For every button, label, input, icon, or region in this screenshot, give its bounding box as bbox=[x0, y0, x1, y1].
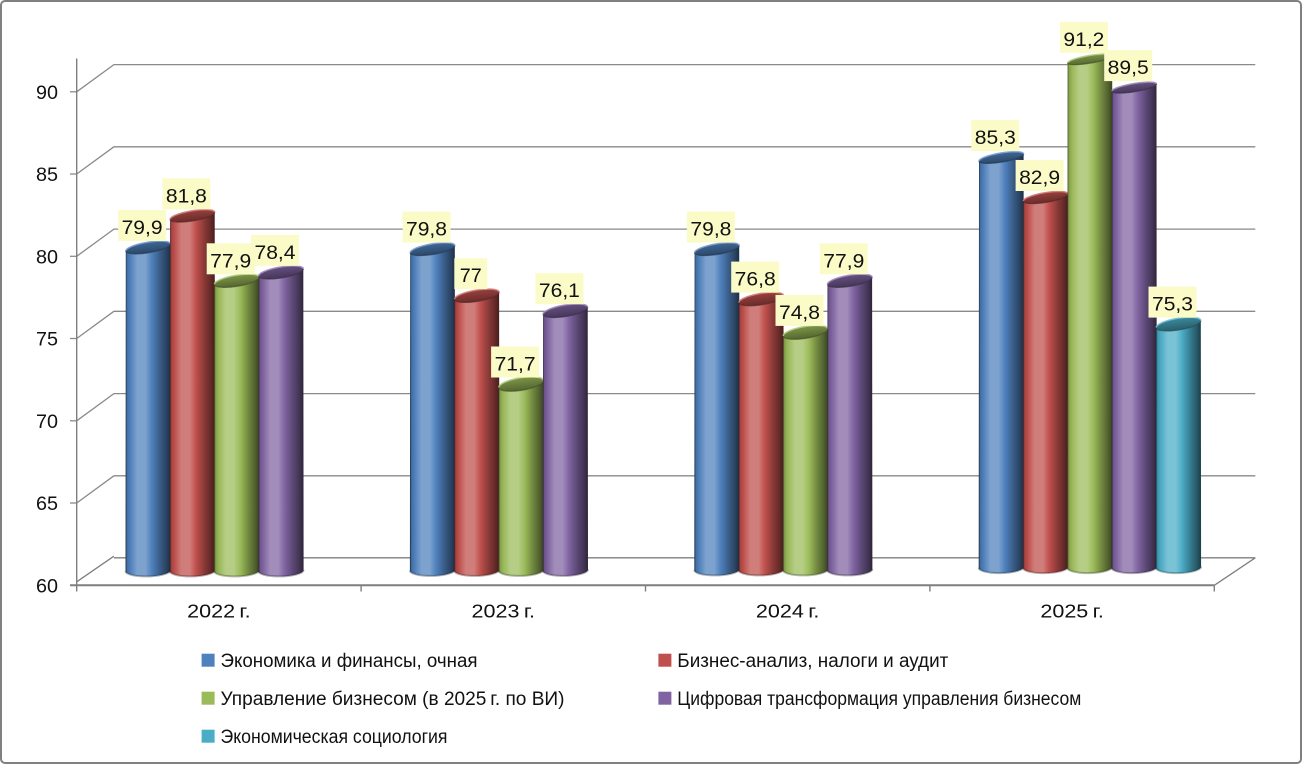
svg-text:Бизнес-анализ, налоги и аудит: Бизнес-анализ, налоги и аудит bbox=[677, 651, 948, 672]
svg-text:85: 85 bbox=[36, 164, 58, 186]
svg-text:71,7: 71,7 bbox=[495, 355, 536, 376]
svg-text:65: 65 bbox=[36, 493, 58, 515]
svg-text:77,9: 77,9 bbox=[823, 251, 864, 272]
svg-text:70: 70 bbox=[36, 411, 58, 433]
svg-text:89,5: 89,5 bbox=[1108, 58, 1149, 79]
svg-text:85,3: 85,3 bbox=[975, 128, 1016, 149]
svg-text:80: 80 bbox=[36, 246, 58, 268]
svg-text:77,9: 77,9 bbox=[210, 251, 251, 272]
svg-text:2024 г.: 2024 г. bbox=[756, 601, 820, 622]
svg-text:74,8: 74,8 bbox=[779, 303, 820, 324]
svg-text:Управление бизнесом (в 2025 г.: Управление бизнесом (в 2025 г. по ВИ) bbox=[221, 689, 565, 710]
svg-text:2022 г.: 2022 г. bbox=[187, 601, 251, 622]
svg-text:77: 77 bbox=[460, 266, 482, 287]
svg-text:Экономическая социология: Экономическая социология bbox=[221, 727, 448, 748]
svg-text:79,8: 79,8 bbox=[690, 220, 731, 241]
svg-text:76,1: 76,1 bbox=[539, 281, 580, 302]
svg-text:91,2: 91,2 bbox=[1063, 30, 1104, 51]
svg-text:2025 г.: 2025 г. bbox=[1040, 601, 1104, 622]
svg-text:75: 75 bbox=[36, 329, 58, 351]
svg-text:78,4: 78,4 bbox=[255, 243, 296, 264]
svg-text:75,3: 75,3 bbox=[1152, 295, 1193, 316]
svg-text:90: 90 bbox=[36, 82, 58, 104]
svg-text:81,8: 81,8 bbox=[166, 186, 207, 207]
svg-text:79,8: 79,8 bbox=[406, 220, 447, 241]
svg-text:2023 г.: 2023 г. bbox=[472, 601, 536, 622]
svg-text:Цифровая трансформация управле: Цифровая трансформация управления бизнес… bbox=[677, 689, 1081, 710]
svg-text:76,8: 76,8 bbox=[735, 270, 776, 291]
svg-text:82,9: 82,9 bbox=[1019, 168, 1060, 189]
svg-text:Экономика и финансы, очная: Экономика и финансы, очная bbox=[221, 651, 478, 672]
svg-text:79,9: 79,9 bbox=[122, 218, 163, 239]
svg-text:60: 60 bbox=[36, 575, 58, 597]
